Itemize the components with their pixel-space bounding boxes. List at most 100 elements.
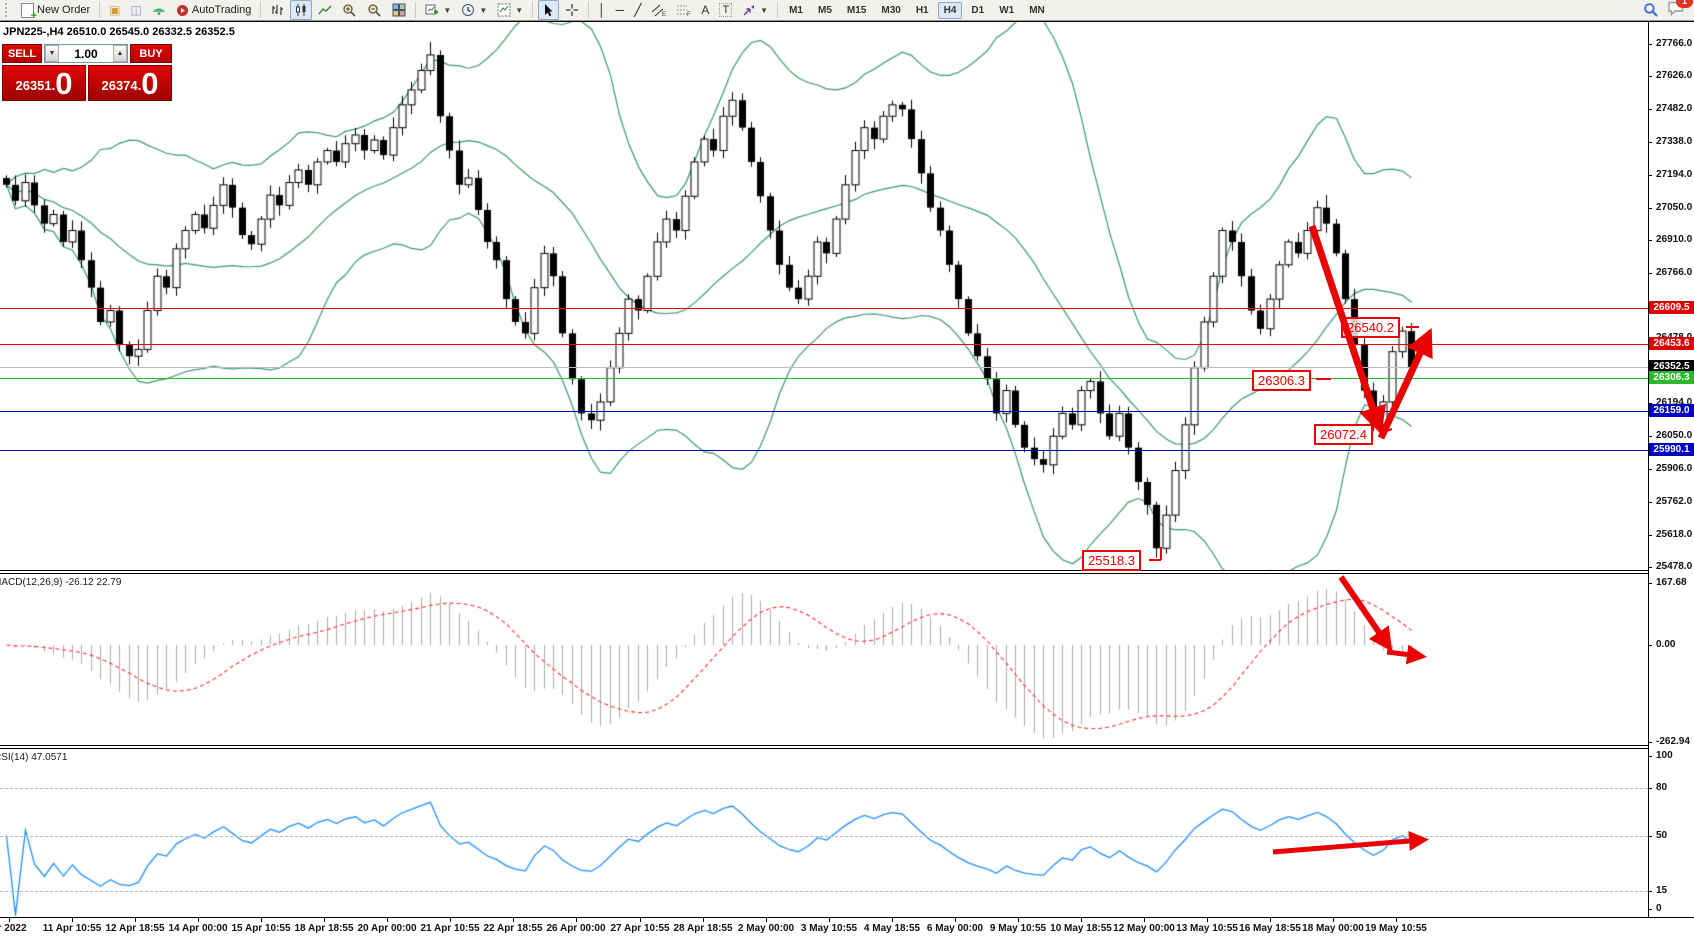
axis-tick <box>1648 44 1652 45</box>
price-annotation[interactable]: 26540.2 <box>1341 317 1400 338</box>
horizontal-line-button[interactable]: ─ <box>612 0 629 20</box>
zoom-out-button[interactable] <box>363 0 386 20</box>
price-badge: 26159.0 <box>1649 404 1694 417</box>
new-order-icon: + <box>21 2 37 21</box>
text-label-button[interactable]: T <box>715 0 736 20</box>
price-axis[interactable] <box>1649 22 1694 918</box>
timeframe-d1[interactable]: D1 <box>971 4 985 16</box>
sell-button[interactable]: SELL <box>2 44 42 63</box>
axis-tick <box>1648 273 1652 274</box>
sell-price[interactable]: 26351. 0 <box>2 65 86 101</box>
search-icon[interactable] <box>1643 2 1659 18</box>
chevron-down-icon: ▼ <box>760 5 769 15</box>
rsi-axis-label: 50 <box>1656 830 1668 841</box>
periods-button[interactable]: ▼ <box>457 0 491 20</box>
symbols-button[interactable]: ▣ <box>105 0 124 20</box>
macd-canvas[interactable] <box>0 575 1648 745</box>
chevron-down-icon: ▼ <box>515 5 524 15</box>
axis-tick <box>1648 645 1652 646</box>
equidistant-channel-icon: E <box>652 4 666 17</box>
main-chart-canvas[interactable] <box>0 22 1648 570</box>
volume-decrease-button[interactable]: ▼ <box>45 45 59 62</box>
time-axis-tick <box>829 918 830 922</box>
autotrading-button[interactable]: AutoTrading <box>172 0 256 20</box>
time-axis-tick <box>261 918 262 922</box>
price-axis-label: 27626.0 <box>1656 70 1693 81</box>
timeframe-h1[interactable]: H1 <box>915 4 929 16</box>
time-axis-tick <box>513 918 514 922</box>
cursor-button[interactable] <box>538 0 560 20</box>
depth-button[interactable]: ◫ <box>127 0 146 20</box>
timeframe-mn[interactable]: MN <box>1029 4 1045 16</box>
rsi-axis-label: 100 <box>1656 750 1673 761</box>
axis-tick <box>1648 76 1652 77</box>
volume-increase-button[interactable]: ▲ <box>113 45 127 62</box>
time-axis-label: 12 May 00:00 <box>1113 923 1175 934</box>
chart-box-icon <box>497 3 511 17</box>
axis-tick <box>1648 567 1652 568</box>
time-axis-tick <box>450 918 451 922</box>
buy-price[interactable]: 26374. 0 <box>88 65 172 101</box>
toolbar-right: 1 <box>1643 0 1693 21</box>
time-axis-label: 14 Apr 00:00 <box>168 923 228 934</box>
axis-tick <box>1648 909 1652 910</box>
price-annotation[interactable]: 26072.4 <box>1314 424 1373 445</box>
time-axis-label: 15 Apr 10:55 <box>231 923 291 934</box>
chart-ohlc-title: JPN225-,H4 26510.0 26545.0 26332.5 26352… <box>3 26 235 38</box>
volume-value[interactable]: 1.00 <box>74 46 98 61</box>
separator <box>260 2 262 18</box>
candlestick-button[interactable] <box>290 0 313 20</box>
timeframe-w1[interactable]: W1 <box>999 4 1015 16</box>
price-axis-label: 27766.0 <box>1656 38 1693 49</box>
svg-text:E: E <box>662 12 666 17</box>
time-axis-tick <box>1018 918 1019 922</box>
timeframe-h4[interactable]: H4 <box>937 1 963 19</box>
text-button[interactable]: A <box>697 0 713 20</box>
bar-chart-button[interactable] <box>266 0 288 20</box>
timeframe-m30[interactable]: M30 <box>881 4 901 16</box>
time-axis-label: 26 Apr 00:00 <box>546 923 606 934</box>
trendline-button[interactable]: ╱ <box>630 0 645 20</box>
price-level-line <box>0 308 1648 309</box>
price-axis-label: 25618.0 <box>1656 529 1693 540</box>
new-order-label: New Order <box>37 4 91 16</box>
arrows-button[interactable]: ▼ <box>738 0 772 20</box>
tile-windows-button[interactable] <box>388 0 410 20</box>
cube-icon: ▣ <box>109 3 121 17</box>
timeframe-m1[interactable]: M1 <box>789 4 803 16</box>
toolbar-grip[interactable] <box>5 3 12 17</box>
signals-button[interactable] <box>148 0 170 20</box>
line-chart-button[interactable] <box>314 0 336 20</box>
zoom-in-button[interactable] <box>338 0 361 20</box>
rsi-canvas[interactable] <box>0 749 1648 916</box>
chat-button[interactable]: 1 <box>1667 0 1693 21</box>
time-axis[interactable] <box>0 918 1694 936</box>
rsi-grid-line <box>0 836 1648 837</box>
rsi-axis-label: 80 <box>1656 782 1668 793</box>
cursor-icon <box>545 4 553 17</box>
price-axis-label: 27482.0 <box>1656 103 1693 114</box>
price-axis-label: 27338.0 <box>1656 136 1693 147</box>
templates-button[interactable]: ▼ <box>493 0 527 20</box>
price-annotation[interactable]: 25518.3 <box>1082 550 1141 571</box>
price-badge: 26306.3 <box>1649 371 1694 384</box>
timeframe-m5[interactable]: M5 <box>818 4 832 16</box>
time-axis-label: 27 Apr 10:55 <box>610 923 670 934</box>
new-order-button[interactable]: + New Order <box>17 0 94 21</box>
timeframe-m15[interactable]: M15 <box>846 4 867 16</box>
crosshair-button[interactable] <box>561 0 583 20</box>
rsi-label: RSI(14) 47.0571 <box>0 752 68 763</box>
fibonacci-button[interactable]: F <box>672 0 695 20</box>
price-badge: 26352.5 <box>1649 360 1694 373</box>
timeframe-group: M1 M5 M15 M30 H1 H4 D1 W1 MN <box>783 1 1051 19</box>
equidistant-channel-button[interactable]: E <box>647 0 670 20</box>
buy-button[interactable]: BUY <box>130 44 172 63</box>
price-annotation[interactable]: 26306.3 <box>1252 370 1311 391</box>
axis-tick <box>1648 502 1652 503</box>
vertical-line-button[interactable]: │ <box>594 0 610 20</box>
price-axis-label: 26194.0 <box>1656 397 1693 408</box>
panel-separator[interactable] <box>0 570 1648 574</box>
time-axis-tick <box>766 918 767 922</box>
panel-separator[interactable] <box>0 745 1648 749</box>
new-chart-button[interactable]: ▼ <box>421 0 455 20</box>
